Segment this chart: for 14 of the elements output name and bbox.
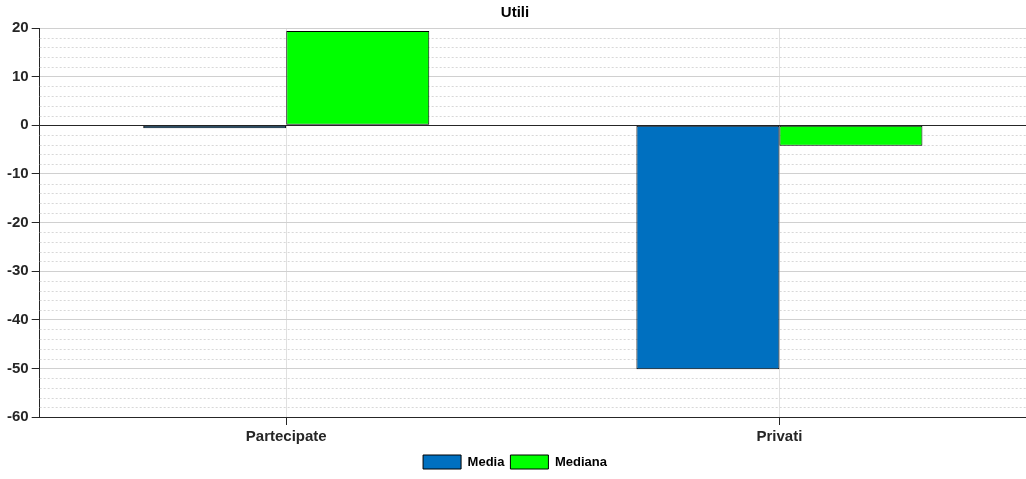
y-tick-label: -30 [6, 261, 29, 279]
legend-label: Media [467, 453, 506, 469]
y-tick-label: -50 [6, 358, 29, 376]
y-tick-label: -40 [6, 309, 29, 327]
legend-label: Mediana [554, 453, 608, 469]
y-tick-label: 20 [11, 18, 29, 36]
x-tick-label: Partecipate [245, 427, 327, 445]
chart-title: Utili [500, 3, 530, 21]
y-tick-label: 0 [20, 115, 29, 133]
x-tick-label: Privati [756, 427, 803, 445]
y-tick-label: -10 [6, 164, 29, 182]
y-tick-label: -60 [6, 407, 29, 425]
y-tick-label: 10 [11, 66, 29, 84]
y-tick-label: -20 [6, 212, 29, 230]
